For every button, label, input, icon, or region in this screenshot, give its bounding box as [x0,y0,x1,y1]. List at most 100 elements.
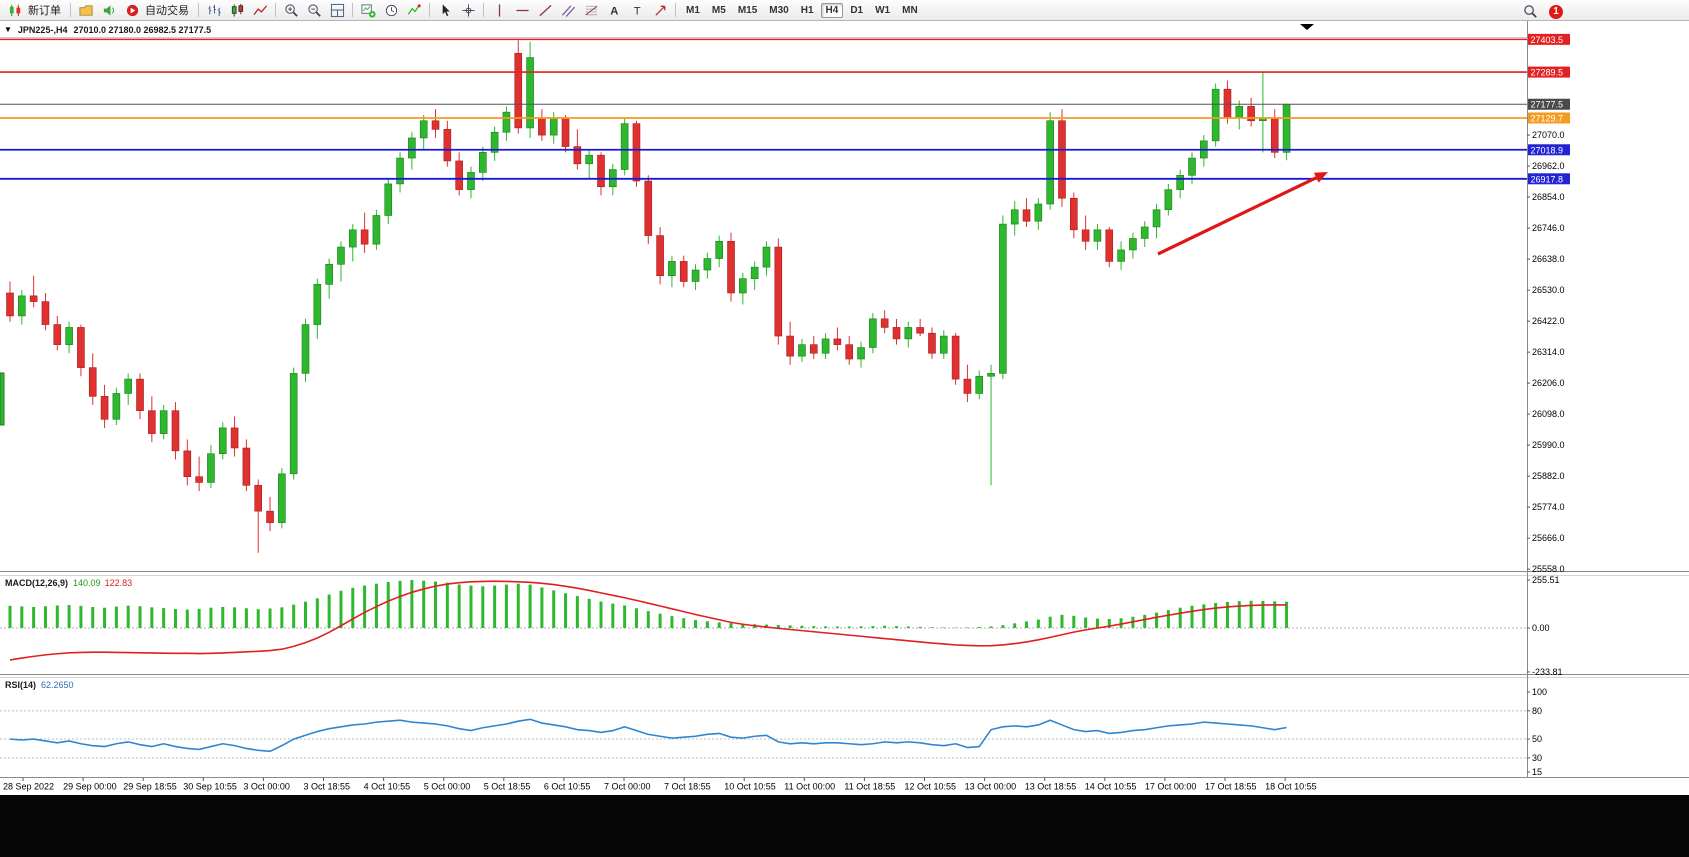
zoom-out-icon [307,3,322,18]
timeframe-M5[interactable]: M5 [711,4,726,16]
candle-body [845,344,854,360]
candle-body [880,318,889,328]
candle-body [1070,197,1078,231]
timeframe-H4[interactable]: H4 [820,2,844,18]
candle-body [975,375,984,394]
candle-body [1117,249,1125,262]
time-axis-label: 4 Oct 10:55 [364,782,411,792]
clock-button[interactable] [380,1,402,20]
candle-body [455,160,463,190]
time-axis: 28 Sep 2022 29 Sep 00:00 29 Sep 18:55 30 Se… [3,777,1317,792]
chart-profile-button[interactable] [75,1,97,20]
one-click-trading-toggle[interactable]: ▼ [4,24,12,34]
rsi-axis-label: 50 [1532,734,1542,744]
zoom-out-button[interactable] [303,1,325,20]
toolbar-separator [198,3,199,17]
timeframe-M1[interactable]: M1 [686,4,700,16]
sound-button[interactable] [98,1,120,20]
time-axis-label: 5 Oct 18:55 [484,782,531,792]
price-badge-value: 26917.8 [1531,174,1564,184]
channel-button[interactable] [557,1,579,20]
rsi-line [9,718,1287,753]
price-badge-value: 27129.7 [1531,113,1564,123]
candle-body [159,410,168,434]
toolbar-separator [275,3,276,17]
trend-arrow[interactable] [1157,172,1328,256]
candlestick-button[interactable] [226,1,248,20]
price-axis-label: 27070.0 [1532,130,1565,140]
cursor-button[interactable] [434,1,456,20]
candle-body [195,476,203,483]
horizontal-level-lines[interactable] [0,38,1527,180]
candle-body [857,347,865,360]
candle-body [668,261,676,277]
candle-body [1034,203,1043,222]
candle-body [1022,209,1031,222]
new-order-button[interactable] [4,1,26,20]
time-axis-label: 29 Sep 00:00 [63,782,117,792]
candle-body [561,117,570,147]
arrows-button[interactable] [649,1,671,20]
search-button[interactable] [1519,2,1541,21]
autotrade-icon [125,3,140,18]
timeframe-M15[interactable]: M15 [737,4,758,16]
timeframe-M30[interactable]: M30 [769,4,789,16]
rsi-axis-label: 100 [1532,687,1547,697]
macd-signal-value: 122.83 [104,578,133,588]
horizontal-line-button[interactable] [511,1,533,20]
candle-body [1010,209,1019,225]
candle-body [1188,157,1196,176]
macd-main-value: 140.09 [73,578,101,588]
timeframe-H1[interactable]: H1 [800,4,814,16]
candle-body [691,269,700,282]
zoom-in-button[interactable] [280,1,302,20]
fibonacci-button[interactable] [580,1,602,20]
candle-body [1140,226,1149,239]
candle-body [242,447,251,486]
candle-body [987,373,995,377]
crosshair-button[interactable] [457,1,479,20]
time-axis-label: 11 Oct 00:00 [784,782,835,792]
indicators-button[interactable] [403,1,425,20]
rsi-panel: 100 80 50 30 15 [0,687,1547,777]
price-badge [1528,173,1570,185]
notification-badge[interactable]: 1 [1549,4,1563,19]
timeframe-MN[interactable]: MN [902,4,918,16]
toolbar-separator [675,3,676,17]
bar-chart-button[interactable] [203,1,225,20]
candle-body [443,129,452,162]
timeframe-W1[interactable]: W1 [875,4,891,16]
time-axis-label: 13 Oct 00:00 [965,782,1017,792]
autotrade-button[interactable] [121,1,143,20]
candle-body [1081,229,1090,242]
line-chart-button[interactable] [249,1,271,20]
vertical-line-icon [492,3,507,18]
candle-body [538,117,546,136]
candle-body [313,284,322,325]
candle-body [597,154,605,188]
autotrade-label: 自动交易 [145,5,189,17]
new-chart-button[interactable] [357,1,379,20]
text-label-button[interactable]: T [626,1,648,20]
candle-body [656,235,664,277]
candle-body [360,229,369,245]
candle-body [999,223,1007,374]
chart-shift-marker[interactable] [1300,24,1314,30]
toolbar-separator [483,3,484,17]
vertical-line-button[interactable] [488,1,510,20]
candle-body [1247,106,1255,122]
rsi-value: 62.2650 [41,680,74,690]
text-button[interactable]: A [603,1,625,20]
timeframe-D1[interactable]: D1 [850,4,864,16]
arrows-icon [653,3,668,18]
price-axis-label: 26746.0 [1532,223,1565,233]
candlestick-icon [230,3,245,18]
new-order-icon [8,3,23,18]
trendline-button[interactable] [534,1,556,20]
price-axis-label: 25990.0 [1532,440,1565,450]
price-axis-label: 25558.0 [1532,564,1565,574]
rsi-axis-label: 30 [1532,753,1542,763]
tile-windows-button[interactable] [326,1,348,20]
clock-icon [384,3,399,18]
